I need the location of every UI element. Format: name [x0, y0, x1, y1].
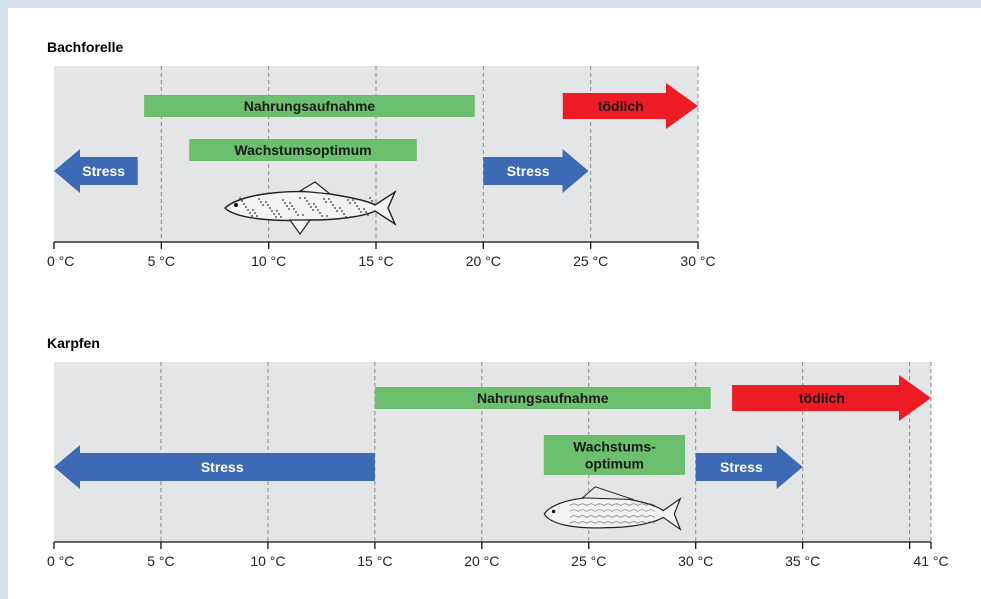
tick-label: 10 °C	[250, 553, 285, 569]
tick-label: 0 °C	[47, 253, 74, 269]
x-ticks: 0 °C 5 °C 10 °C 15 °C 20 °C 25 °C 30 °C 35 °C 41…	[47, 542, 949, 569]
chart-title: Karpfen	[47, 335, 100, 351]
chart-karpfen: Karpfen Nahrungsaufnahme Wachstums-optimu…	[47, 335, 949, 569]
tick-label: 30 °C	[678, 553, 713, 569]
range-bar-label: optimum	[585, 456, 644, 472]
trout-icon	[223, 181, 397, 236]
trout-fin	[288, 219, 312, 236]
range-bar-label: Nahrungsaufnahme	[477, 390, 609, 406]
stress-arrow	[54, 149, 138, 193]
tick-label: 5 °C	[147, 553, 174, 569]
carp-fin	[581, 486, 634, 501]
tick-label: 15 °C	[357, 553, 392, 569]
stress-arrow-label: Stress	[507, 163, 550, 179]
trout-fin	[298, 181, 332, 195]
tick-label: 25 °C	[573, 253, 608, 269]
tick-label: 41 °C	[913, 553, 948, 569]
tick-label: 10 °C	[251, 253, 286, 269]
x-ticks: 0 °C 5 °C 10 °C 15 °C 20 °C 25 °C 30 °C	[47, 242, 716, 269]
stress-arrow-label: Stress	[82, 163, 125, 179]
tick-label: 20 °C	[464, 553, 499, 569]
range-bar	[543, 435, 686, 475]
chart-title: Bachforelle	[47, 39, 123, 55]
tick-label: 35 °C	[785, 553, 820, 569]
lethal-arrow	[732, 375, 931, 421]
stress-arrow	[483, 149, 589, 193]
range-bar	[144, 95, 475, 117]
tick-label: 20 °C	[466, 253, 501, 269]
range-bar	[374, 387, 711, 409]
tick-label: 25 °C	[571, 553, 606, 569]
tick-label: 0 °C	[47, 553, 74, 569]
carp-icon	[543, 486, 682, 531]
range-bar-label: Nahrungsaufnahme	[244, 98, 376, 114]
stress-arrow-label: Stress	[201, 459, 244, 475]
stress-arrow	[54, 445, 375, 489]
range-bar-label: Wachstumsoptimum	[234, 142, 371, 158]
tick-label: 15 °C	[358, 253, 393, 269]
stress-arrow	[695, 445, 803, 489]
tick-label: 5 °C	[148, 253, 175, 269]
range-bars: Nahrungsaufnahme Wachstums-optimum Stress S…	[54, 375, 931, 489]
tick-label: 30 °C	[680, 253, 715, 269]
lethal-arrow-label: tödlich	[799, 390, 845, 406]
chart-bachforelle: Bachforelle Nahrungsaufnahme Wachstumsopt…	[47, 39, 716, 269]
range-bar	[189, 139, 417, 161]
range-bar-label: Wachstums-	[573, 439, 656, 455]
lethal-arrow-label: tödlich	[598, 98, 644, 114]
lethal-arrow	[562, 83, 698, 129]
range-bars: Nahrungsaufnahme Wachstumsoptimum Stress St…	[54, 83, 698, 193]
stress-arrow-label: Stress	[720, 459, 763, 475]
